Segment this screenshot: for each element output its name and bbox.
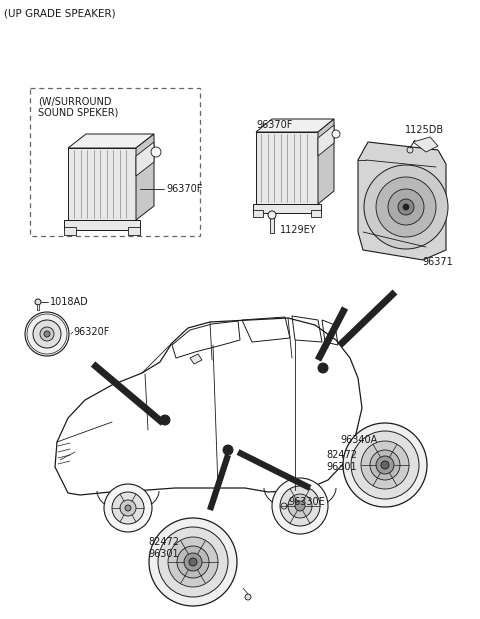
Circle shape <box>370 450 400 480</box>
Polygon shape <box>318 125 334 156</box>
Polygon shape <box>64 220 140 230</box>
Polygon shape <box>253 204 321 213</box>
Bar <box>253 210 263 217</box>
Circle shape <box>112 492 144 524</box>
Polygon shape <box>190 354 202 364</box>
Text: 96340A: 96340A <box>340 435 377 445</box>
Text: (UP GRADE SPEAKER): (UP GRADE SPEAKER) <box>4 9 116 19</box>
Circle shape <box>381 461 389 469</box>
Circle shape <box>245 594 251 600</box>
Circle shape <box>407 147 413 153</box>
Bar <box>311 210 321 217</box>
Circle shape <box>40 327 54 341</box>
Circle shape <box>223 445 233 455</box>
Circle shape <box>44 331 50 337</box>
Circle shape <box>35 299 41 305</box>
Bar <box>64 227 76 235</box>
Circle shape <box>158 527 228 597</box>
Polygon shape <box>413 137 438 152</box>
Circle shape <box>376 177 436 237</box>
Text: 96320F: 96320F <box>73 327 109 337</box>
Polygon shape <box>358 142 446 260</box>
Polygon shape <box>318 119 334 204</box>
Bar <box>37 304 39 310</box>
Polygon shape <box>136 134 154 220</box>
Text: (W/SURROUND
SOUND SPEKER): (W/SURROUND SOUND SPEKER) <box>38 96 119 118</box>
Circle shape <box>168 537 218 587</box>
Circle shape <box>388 189 424 225</box>
Polygon shape <box>68 134 154 148</box>
Circle shape <box>33 320 61 348</box>
Polygon shape <box>256 119 334 132</box>
Circle shape <box>184 553 202 571</box>
Bar <box>128 227 140 235</box>
Text: 96370F: 96370F <box>256 120 292 130</box>
Circle shape <box>104 484 152 532</box>
Bar <box>30 88 200 236</box>
Text: 96330E: 96330E <box>288 497 325 507</box>
Text: 82472
96301: 82472 96301 <box>148 537 179 558</box>
Circle shape <box>351 431 419 499</box>
Polygon shape <box>256 132 318 204</box>
Circle shape <box>160 415 170 425</box>
Circle shape <box>280 486 320 526</box>
Circle shape <box>288 494 312 518</box>
Circle shape <box>189 558 197 566</box>
Circle shape <box>398 199 414 215</box>
Circle shape <box>268 211 276 219</box>
Circle shape <box>343 423 427 507</box>
Polygon shape <box>68 148 136 220</box>
Text: 1125DB: 1125DB <box>405 125 444 135</box>
Text: 82472
96301: 82472 96301 <box>326 450 357 472</box>
Circle shape <box>318 363 328 373</box>
Circle shape <box>281 503 287 509</box>
Circle shape <box>125 505 131 511</box>
Circle shape <box>295 501 305 511</box>
Circle shape <box>151 147 161 157</box>
Polygon shape <box>136 142 154 176</box>
Circle shape <box>376 456 394 474</box>
Circle shape <box>364 165 448 249</box>
Circle shape <box>177 546 209 578</box>
Circle shape <box>403 204 409 210</box>
Circle shape <box>120 500 136 516</box>
Circle shape <box>332 130 340 138</box>
Circle shape <box>361 441 409 489</box>
Text: 1129EY: 1129EY <box>280 225 317 235</box>
Polygon shape <box>270 217 274 233</box>
Circle shape <box>149 518 237 606</box>
Text: 1018AD: 1018AD <box>50 297 89 307</box>
Circle shape <box>25 312 69 356</box>
Text: 96371: 96371 <box>422 257 453 267</box>
Text: 96370F: 96370F <box>166 184 203 194</box>
Circle shape <box>272 478 328 534</box>
